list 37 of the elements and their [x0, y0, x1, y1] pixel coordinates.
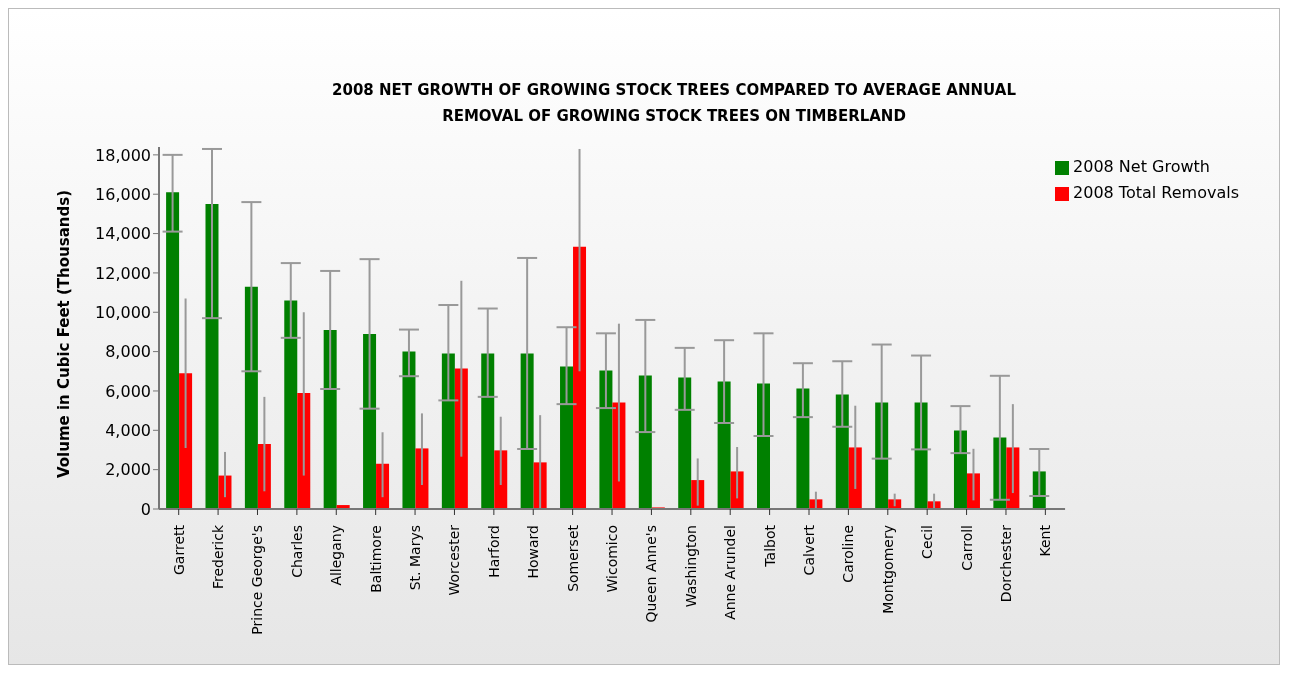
x-tick-label: Talbot — [761, 524, 778, 568]
x-tick-label: Frederick — [210, 524, 227, 590]
x-tick-label: Cecil — [919, 525, 936, 559]
y-tick-label: 18,000 — [95, 145, 151, 165]
y-axis-title: Volume in Cubic Feet (Thousands) — [55, 189, 74, 479]
x-tick-label: Caroline — [840, 525, 857, 583]
y-tick-label: 14,000 — [95, 224, 151, 244]
x-tick-label: Wicomico — [604, 525, 621, 593]
y-tick-label: 8,000 — [105, 342, 151, 362]
x-tick-label: Garrett — [170, 524, 187, 575]
x-tick-label: Worcester — [446, 524, 463, 596]
x-tick-label: Somerset — [564, 524, 581, 592]
x-tick-label: Calvert — [801, 524, 817, 576]
x-tick-label: Kent — [1037, 524, 1054, 557]
x-tick-label: Carroll — [958, 525, 975, 571]
y-tick-label: 10,000 — [95, 302, 151, 322]
y-tick-label: 2,000 — [105, 460, 151, 480]
x-tick-label: Washington — [682, 525, 699, 608]
y-tick-label: 12,000 — [95, 263, 151, 283]
x-tick-label: Baltimore — [367, 525, 384, 593]
y-tick-label: 4,000 — [105, 420, 151, 440]
x-tick-label: Montgomery — [879, 525, 896, 614]
y-tick-label: 16,000 — [95, 184, 151, 204]
x-tick-label: Queen Anne's — [643, 525, 660, 623]
y-tick-label: 6,000 — [105, 381, 151, 401]
x-tick-label: Harford — [485, 525, 502, 578]
x-tick-label: Charles — [288, 525, 305, 578]
legend-label: 2008 Total Removals — [1073, 183, 1239, 202]
x-tick-label: St. Marys — [407, 525, 424, 591]
x-tick-label: Prince George's — [249, 525, 266, 635]
chart-title: 2008 NET GROWTH OF GROWING STOCK TREES COMPARED TO AVERAGE ANNUAL REMOVAL OF GROWING STOCK TREES ON TIMBERLAND — [331, 80, 1017, 127]
x-tick-label: Howard — [525, 525, 542, 579]
y-tick-label: 0 — [140, 499, 151, 519]
x-tick-label: Anne Arundel — [722, 525, 739, 620]
x-tick-label: Allegany — [328, 525, 345, 586]
x-tick-label: Dorchester — [997, 524, 1014, 603]
legend-label: 2008 Net Growth — [1073, 157, 1210, 176]
